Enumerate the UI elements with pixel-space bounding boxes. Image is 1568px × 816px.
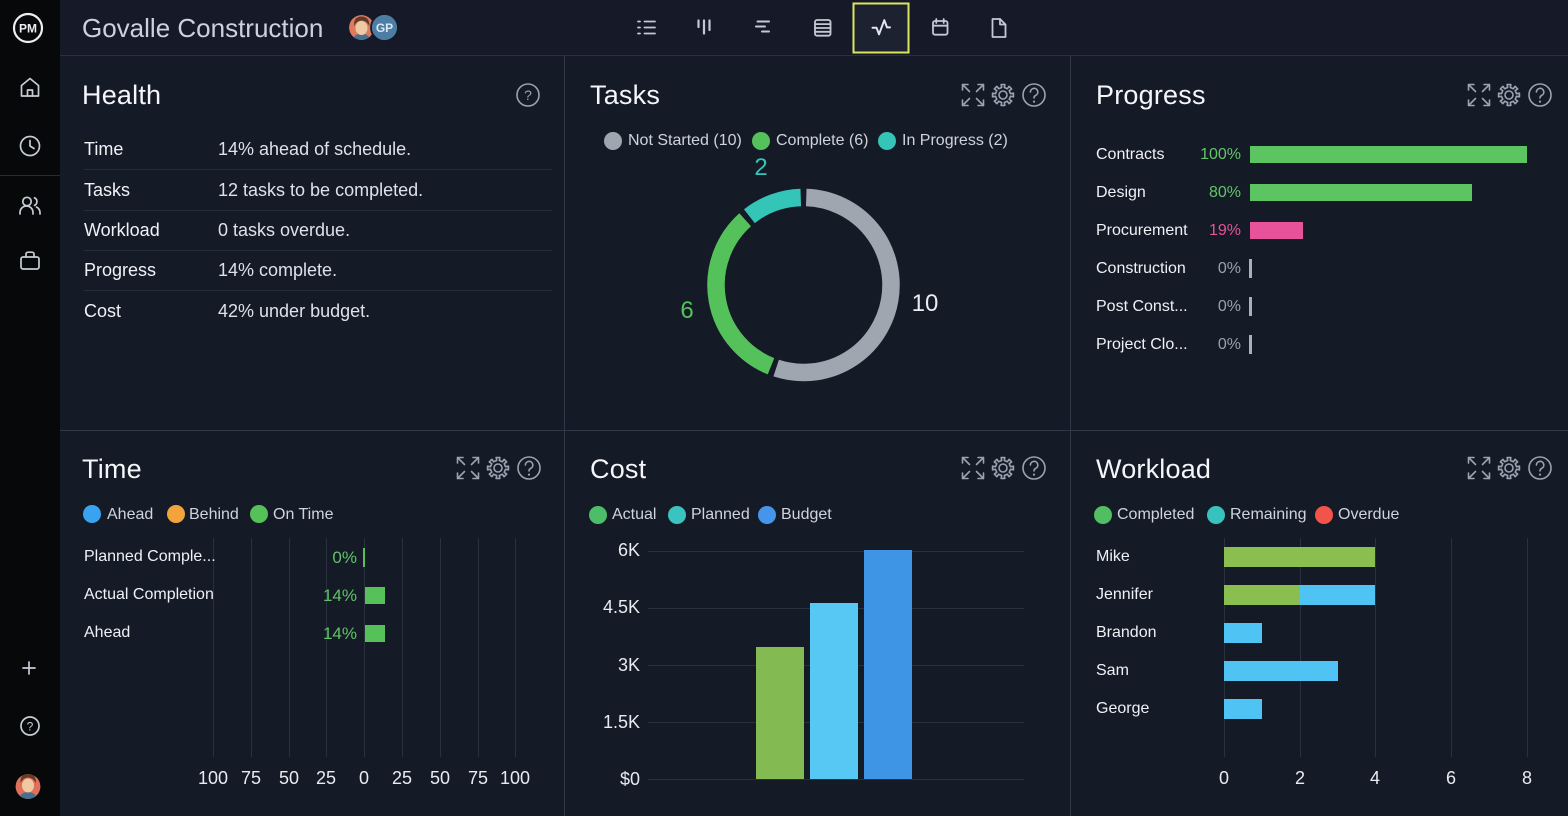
svg-text:2: 2 [754, 154, 767, 181]
svg-text:?: ? [27, 720, 34, 734]
svg-text:GP: GP [376, 21, 393, 35]
svg-text:?: ? [524, 87, 532, 103]
svg-text:10: 10 [912, 290, 939, 317]
svg-text:6: 6 [680, 297, 693, 324]
svg-text:PM: PM [19, 22, 37, 36]
